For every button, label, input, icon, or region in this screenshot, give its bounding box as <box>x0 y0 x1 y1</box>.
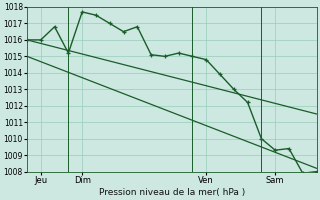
X-axis label: Pression niveau de la mer( hPa ): Pression niveau de la mer( hPa ) <box>99 188 245 197</box>
